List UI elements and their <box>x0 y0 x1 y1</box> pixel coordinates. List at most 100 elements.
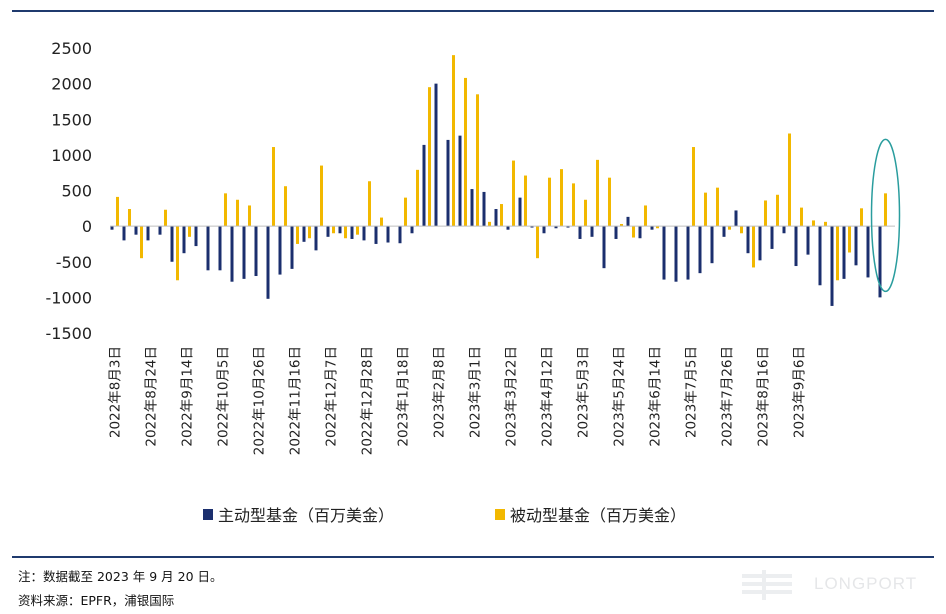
fund-flow-chart: 2500 2000 1500 1000 500 0 -500 -1000 -1500 2022年… <box>46 39 901 525</box>
bar-passive <box>728 226 731 230</box>
bar-passive <box>140 226 143 259</box>
bar-passive <box>656 226 659 229</box>
bar-passive <box>284 186 287 227</box>
legend: 主动型基金（百万美金） 被动型基金（百万美金） <box>203 506 686 525</box>
x-tick-label: 2022年12月28日 <box>360 346 376 455</box>
watermark-logo-icon <box>742 570 792 600</box>
bar-active <box>122 226 126 241</box>
bars <box>110 55 887 306</box>
bar-passive <box>536 226 539 259</box>
bar-passive <box>596 159 599 227</box>
bar-passive <box>452 55 455 227</box>
bar-passive <box>644 205 647 227</box>
bar-active <box>758 226 762 261</box>
bar-active <box>878 226 882 298</box>
bar-passive <box>560 169 563 227</box>
bar-active <box>434 83 438 227</box>
y-tick-label: 500 <box>61 182 92 201</box>
bar-passive <box>500 204 503 227</box>
bar-passive <box>704 192 707 227</box>
bar-active <box>494 209 498 227</box>
bar-active <box>170 226 174 262</box>
x-tick-label: 2023年3月1日 <box>468 346 484 438</box>
bar-passive <box>716 187 719 227</box>
bar-passive <box>476 94 479 227</box>
x-tick-label: 2023年5月24日 <box>612 346 628 447</box>
bar-passive <box>632 226 635 238</box>
bar-passive <box>848 226 851 253</box>
bar-active <box>134 226 138 235</box>
bar-passive <box>788 133 791 227</box>
bar-passive <box>764 200 767 227</box>
bar-active <box>482 191 486 227</box>
bar-active <box>422 144 426 227</box>
bar-passive <box>248 205 251 227</box>
bar-active <box>842 226 846 279</box>
bar-active <box>206 226 210 271</box>
bar-passive <box>320 165 323 227</box>
bar-passive <box>164 209 167 227</box>
y-tick-label: 1500 <box>51 110 92 129</box>
bar-active <box>674 226 678 282</box>
bar-active <box>338 226 342 234</box>
legend-label-passive: 被动型基金（百万美金） <box>510 506 686 525</box>
bar-active <box>230 226 234 282</box>
bar-active <box>398 226 402 244</box>
highlight-ellipse <box>870 138 901 293</box>
bar-active <box>554 226 558 229</box>
bar-active <box>590 226 594 237</box>
watermark: LONGPORT <box>742 568 932 602</box>
legend-swatch-active <box>203 509 213 520</box>
bar-active <box>266 226 270 299</box>
y-tick-label: -1500 <box>46 324 93 343</box>
x-tick-label: 2022年11月16日 <box>288 346 304 455</box>
bar-passive <box>836 226 839 281</box>
y-tick-label: 0 <box>82 217 92 236</box>
bar-active <box>146 226 150 241</box>
bar-active <box>362 226 366 241</box>
bar-active <box>470 189 474 227</box>
x-tick-label: 2022年10月5日 <box>216 346 232 447</box>
x-tick-label: 2023年3月22日 <box>504 346 520 447</box>
x-tick-label: 2023年8月16日 <box>756 346 772 447</box>
bar-active <box>326 226 330 237</box>
bottom-rule <box>12 556 934 558</box>
bar-passive <box>572 183 575 227</box>
bar-active <box>542 226 546 234</box>
bar-passive <box>416 169 419 227</box>
bar-passive <box>860 208 863 227</box>
bar-active <box>818 226 822 286</box>
bar-active <box>734 210 738 227</box>
x-tick-label: 2022年10月26日 <box>252 346 268 455</box>
bar-passive <box>692 147 695 227</box>
bar-passive <box>464 77 467 227</box>
bar-passive <box>608 177 611 227</box>
bar-active <box>794 226 798 267</box>
x-tick-label: 2022年8月24日 <box>144 346 160 447</box>
bar-active <box>722 226 726 237</box>
bar-active <box>530 226 534 228</box>
bar-active <box>782 226 786 234</box>
x-tick-label: 2023年4月12日 <box>540 346 556 447</box>
bar-active <box>602 226 606 269</box>
bar-active <box>626 216 630 227</box>
bar-passive <box>752 226 755 268</box>
y-tick-label: 1000 <box>51 146 92 165</box>
bar-passive <box>740 226 743 234</box>
y-tick-label: -1000 <box>46 288 93 307</box>
x-tick-label: 2022年9月14日 <box>180 346 196 447</box>
legend-swatch-passive <box>495 509 505 520</box>
bar-passive <box>296 226 299 244</box>
bar-active <box>686 226 690 280</box>
x-tick-label: 2023年2月8日 <box>432 346 448 438</box>
bar-passive <box>236 199 239 227</box>
bar-active <box>830 226 834 306</box>
bar-active <box>386 226 390 243</box>
bar-active <box>374 226 378 244</box>
bar-passive <box>272 147 275 227</box>
bar-passive <box>116 196 119 227</box>
watermark-text: LONGPORT <box>814 574 918 593</box>
bar-active <box>290 226 294 269</box>
bar-passive <box>512 160 515 227</box>
legend-label-active: 主动型基金（百万美金） <box>218 506 394 525</box>
